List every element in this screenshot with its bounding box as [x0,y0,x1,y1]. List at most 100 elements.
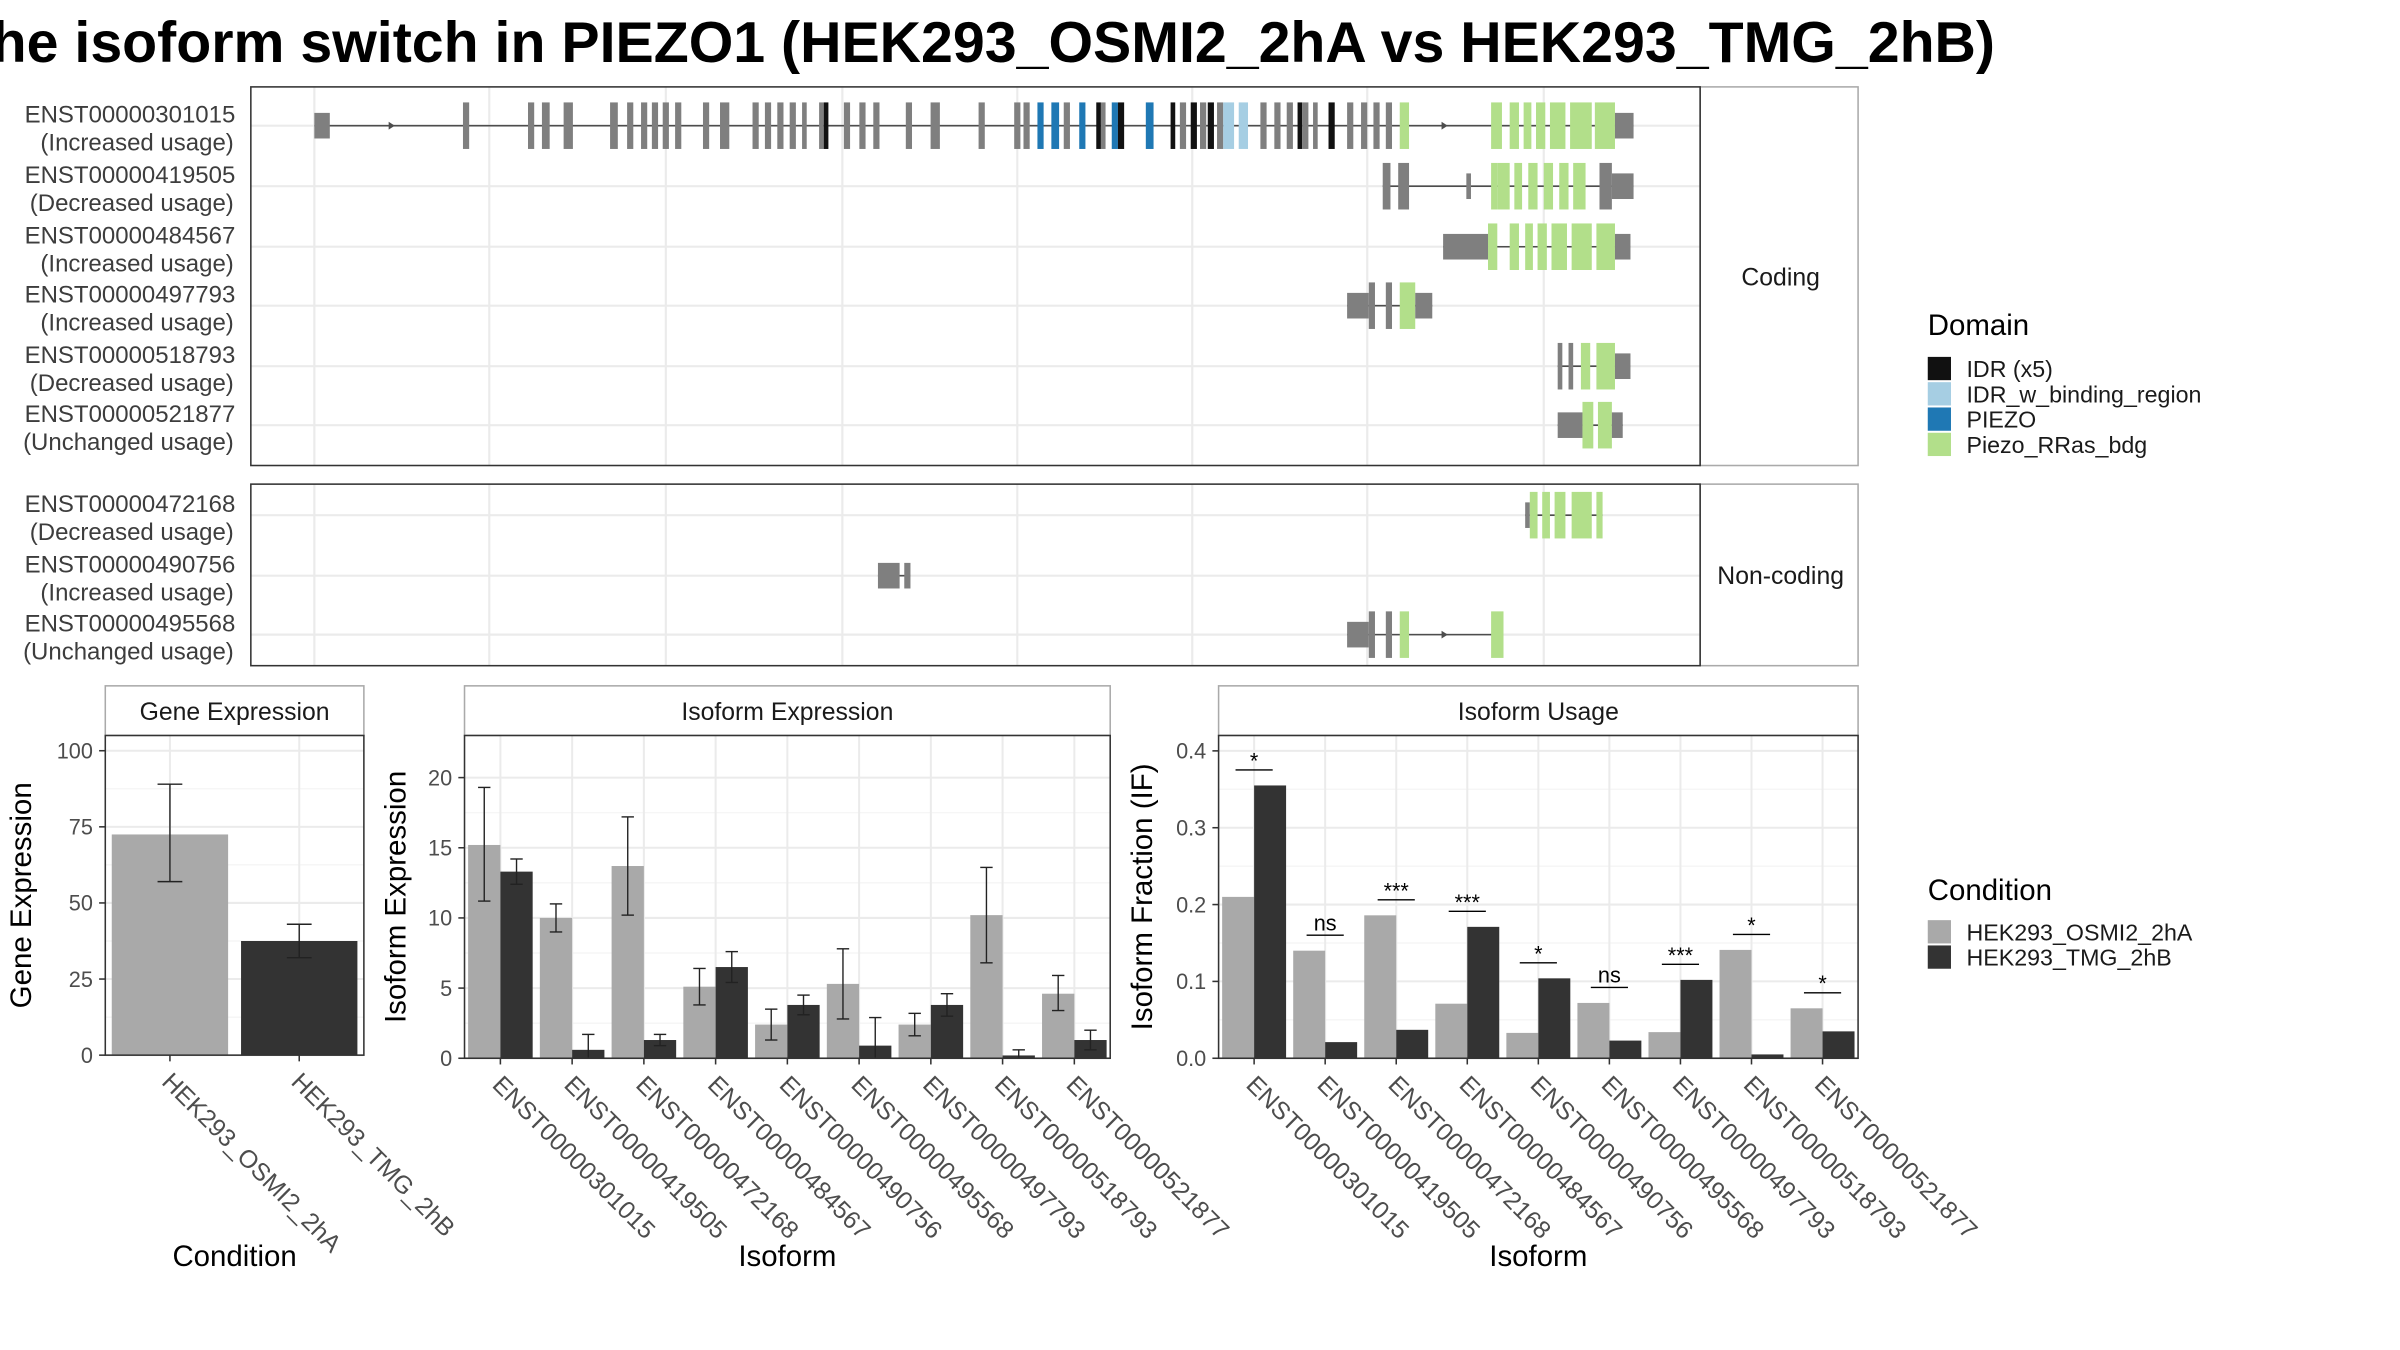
chart-strip [104,685,365,737]
facet-strip [1699,86,1859,467]
panel-border [104,734,365,1056]
exon-block [859,102,866,149]
transcript-id-label: ENST00000518793 [25,342,236,369]
transcript-usage-label: (Increased usage) [40,579,233,606]
exon-block [1190,102,1197,149]
transcript-usage-label: (Unchanged usage) [23,429,234,456]
exon-block [1399,611,1410,658]
exon-block [1063,102,1070,149]
isoform-expression-chart: Isoform Expression05101520ENST0000030101… [380,685,1234,1273]
transcript-usage-label: (Increased usage) [40,309,233,336]
legend-item-label: IDR (x5) [1966,356,2052,382]
exon-block [1274,102,1281,149]
legend-swatch [1927,432,1951,457]
exon-block [1514,162,1523,210]
exon-block [1100,102,1106,149]
exon-block [1399,102,1410,149]
bar [1790,1008,1823,1059]
transcript-usage-label: (Decreased usage) [30,370,234,397]
exon-block [1223,102,1235,149]
y-tick-label: 0 [440,1046,452,1071]
exon-block [1525,223,1533,270]
exon-block [1536,102,1546,149]
legend-title: Domain [1928,309,2029,342]
y-tick-label: 0.3 [1176,815,1206,840]
transcript-id-label: ENST00000495568 [25,611,236,638]
exon-block [1117,102,1125,149]
exon-block [1614,112,1634,139]
exon-block [802,102,807,149]
exon-block [1596,491,1603,539]
y-tick-label: 0.4 [1176,739,1206,764]
exon-block [1415,292,1433,319]
exon-block [1582,401,1594,449]
legend-swatch [1927,382,1951,406]
exon-block [1207,102,1214,149]
transcript-row: ENST00000484567(Increased usage) [25,223,1631,278]
exon-block [904,562,911,589]
legend-item-label: HEK293_OSMI2_2hA [1966,919,2192,945]
y-tick-label: 15 [428,836,452,861]
strand-arrow [1441,121,1448,130]
exon-block [1525,502,1530,528]
transcript-panel-noncoding: Non-coding ENST00000472168(Decreased usag… [23,483,1859,667]
exon-block [1361,102,1368,149]
exon-block [1599,162,1612,210]
y-tick-label: 50 [69,891,93,916]
exon-block [1313,102,1318,149]
exon-block [1509,102,1519,149]
x-axis-title: Condition [172,1240,296,1273]
exon-block [819,102,824,149]
exon-block [563,102,573,149]
bar [500,871,533,1059]
significance-label: * [1818,971,1827,996]
y-axis-title: Isoform Expression [380,771,413,1023]
transcript-usage-label: (Increased usage) [40,251,233,278]
significance-label: *** [1455,890,1481,915]
significance-label: * [1534,941,1543,966]
exon-block [1385,102,1393,149]
y-tick-label: 10 [428,906,452,931]
panel-border [250,483,1701,667]
exon-block [752,102,759,149]
strand-arrow [388,121,395,130]
bar [1577,1002,1610,1059]
exon-block [651,102,659,149]
bar [1364,915,1397,1059]
transcript-row: ENST00000301015(Increased usage) [25,102,1634,157]
y-tick-label: 75 [69,815,93,840]
transcript-id-label: ENST00000301015 [25,102,236,129]
legend-item-label: PIEZO [1966,407,2036,433]
exon-block [1200,102,1207,149]
significance-label: ns [1598,963,1621,988]
exon-block [1491,102,1502,149]
exon-block [1368,611,1375,658]
exon-block [978,102,985,149]
y-tick-label: 100 [57,738,93,763]
exon-block [720,102,730,149]
transcript-row: ENST00000495568(Unchanged usage) [23,611,1504,665]
legend-swatch [1927,407,1951,431]
y-tick-label: 0.0 [1176,1046,1206,1071]
exon-block [1399,282,1416,329]
exon-block [1382,162,1391,210]
bar [539,917,573,1059]
bar [1719,949,1752,1059]
exon-block [1611,173,1634,200]
domain-legend: Domain IDR (x5)IDR_w_binding_regionPIEZOP… [1927,309,2201,458]
exon-block [1528,162,1538,210]
bar [1751,1054,1784,1059]
legend-swatch [1927,356,1951,381]
exon-block [1443,233,1489,260]
facet-strip-label: Non-coding [1717,563,1844,590]
significance-label: ns [1314,910,1337,935]
bar [1538,978,1571,1059]
legend-item-label: IDR_w_binding_region [1966,381,2201,407]
exon-block [1497,162,1510,210]
exon-block [1368,282,1375,329]
exon-block [1302,102,1309,149]
